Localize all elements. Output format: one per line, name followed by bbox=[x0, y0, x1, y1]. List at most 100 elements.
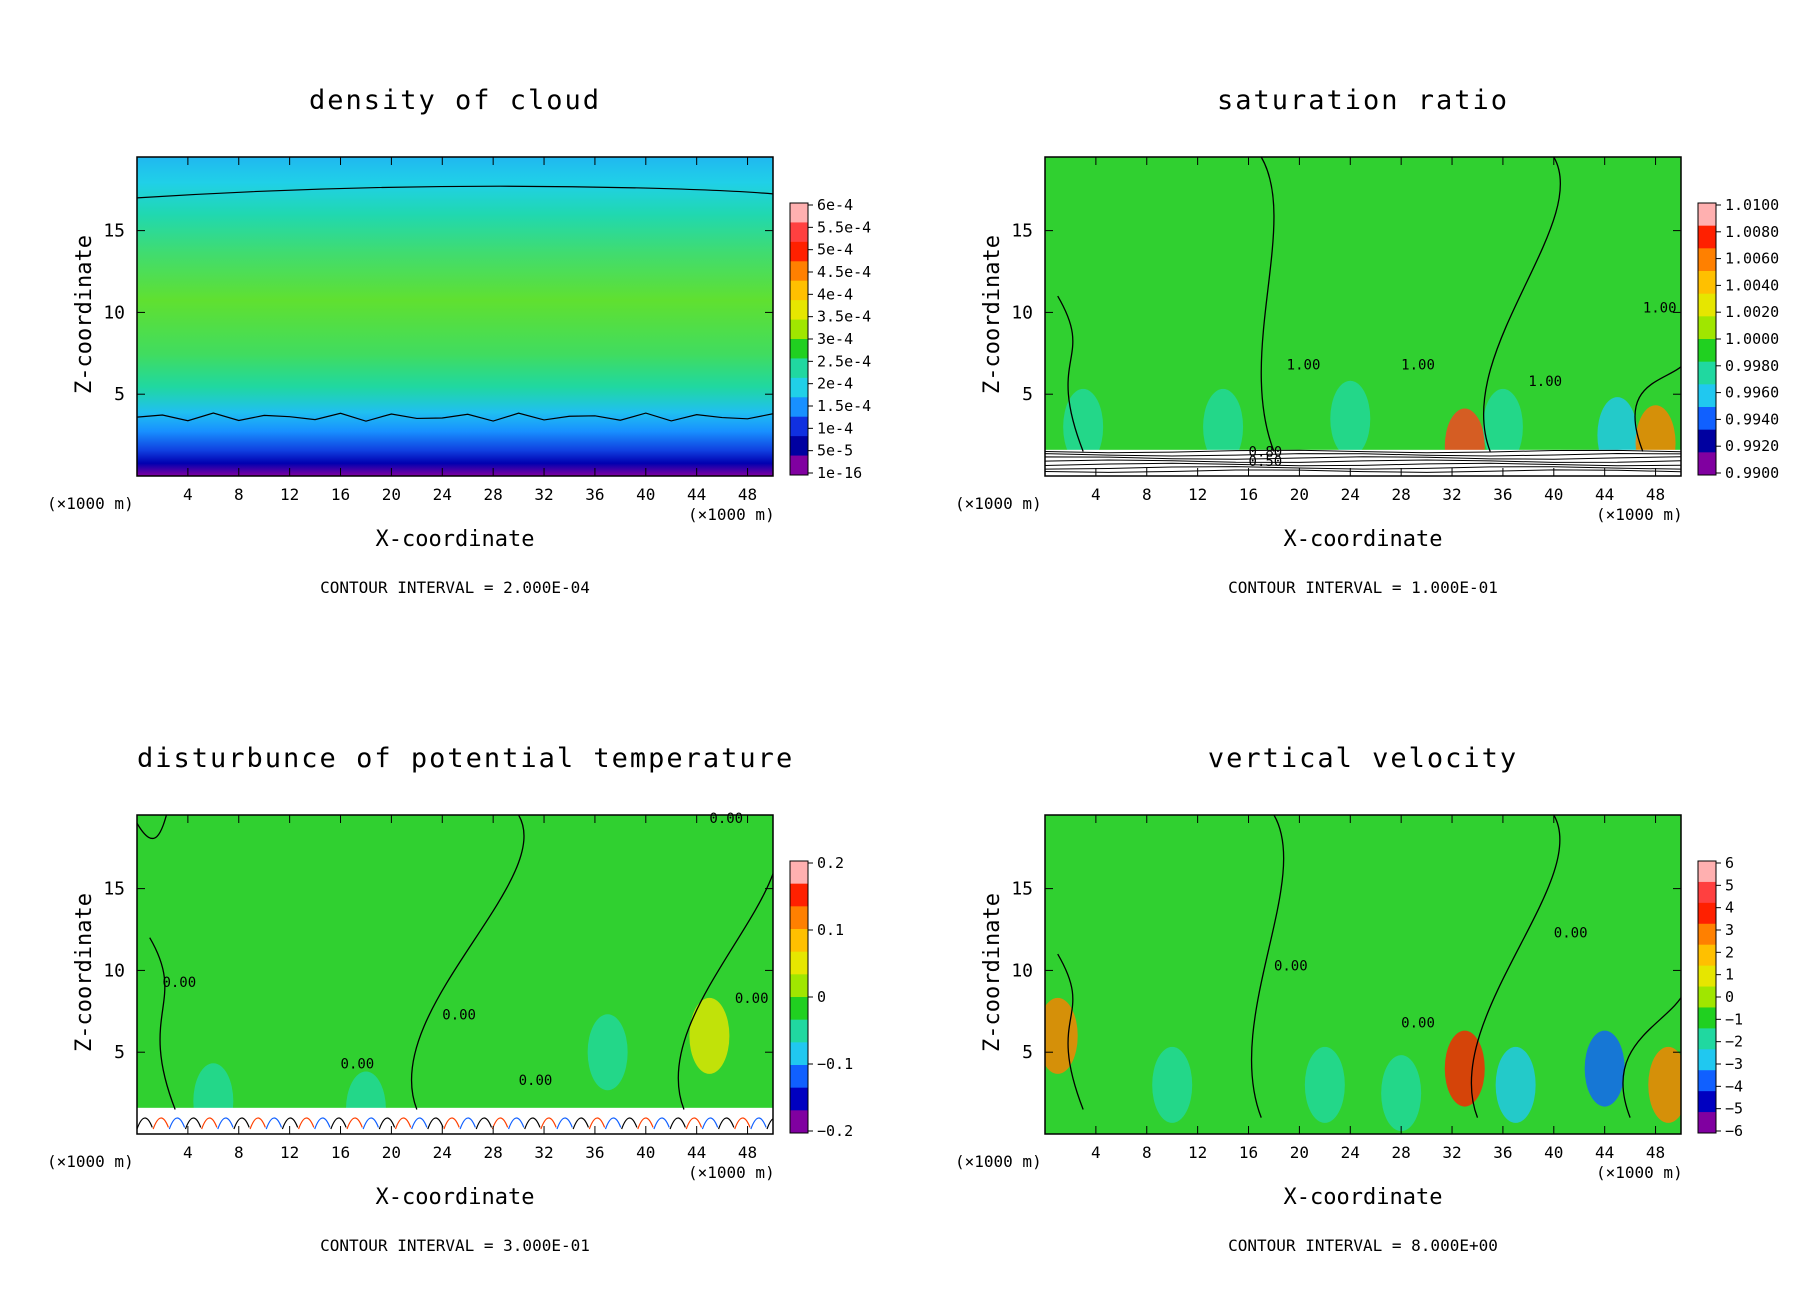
contour-interval: CONTOUR INTERVAL = 2.000E-04 bbox=[320, 578, 590, 597]
contour-line bbox=[265, 1117, 283, 1130]
contour-line bbox=[411, 1117, 428, 1130]
colorbar-swatch bbox=[1698, 1049, 1716, 1071]
x-tick-label: 24 bbox=[433, 1143, 452, 1162]
colorbar-swatch bbox=[790, 951, 808, 975]
x-unit-right: (×1000 m) bbox=[688, 505, 775, 524]
plot-frame bbox=[136, 814, 774, 1135]
y-tick-label: 10 bbox=[103, 960, 125, 981]
contour-line bbox=[677, 823, 773, 1110]
x-tick-label: 4 bbox=[1091, 1143, 1101, 1162]
x-axis-label: X-coordinate bbox=[375, 527, 535, 552]
colorbar-swatch bbox=[1698, 361, 1716, 385]
colorbar-label: −2 bbox=[1725, 1033, 1743, 1051]
plot-area: 1.00 1.001.001.000.800.504 8 12 16 20 24 28 32 36… bbox=[1011, 156, 1682, 504]
x-unit-right: (×1000 m) bbox=[1596, 505, 1683, 524]
colorbar-swatch bbox=[790, 319, 808, 340]
chart-panel: disturbunce of potential temperature 0.00… bbox=[0, 658, 900, 1298]
contour-label: 1.00 bbox=[1401, 358, 1435, 374]
contour-label: 1.00 bbox=[1643, 300, 1677, 316]
contour-line bbox=[669, 1117, 686, 1130]
colorbar-label: 4 bbox=[1725, 899, 1734, 917]
contour-line bbox=[137, 412, 773, 422]
contour-line bbox=[524, 1117, 541, 1130]
x-tick-label: 16 bbox=[331, 485, 350, 504]
colorbar-label: 1.0000 bbox=[1725, 330, 1779, 348]
colorbar: 6e-4 5.5e-4 5e-4 4.5e-4 4e-4 3.5e-4 3e-4 2.5e-4… bbox=[789, 196, 871, 482]
y-tick-label: 15 bbox=[103, 879, 125, 900]
x-tick-label: 32 bbox=[1442, 1143, 1461, 1162]
contour-line bbox=[1470, 815, 1561, 1118]
colorbar-label: −4 bbox=[1725, 1077, 1743, 1095]
field-band bbox=[137, 1107, 773, 1134]
colorbar: 1.0100 1.0080 1.0060 1.0040 1.0020 1.0000 0.99… bbox=[1697, 196, 1779, 482]
contour-label: 0.00 bbox=[1554, 926, 1588, 942]
contour-interval: CONTOUR INTERVAL = 3.000E-01 bbox=[320, 1236, 590, 1255]
plot-area: 0.000.000.000.000.000.004 8 12 16 20 24 28 32 36… bbox=[103, 811, 774, 1162]
contour-label: 0.00 bbox=[162, 975, 196, 991]
x-tick-label: 20 bbox=[1290, 485, 1309, 504]
colorbar-swatch bbox=[790, 416, 808, 437]
x-tick-label: 44 bbox=[687, 1143, 706, 1162]
colorbar-swatch bbox=[790, 339, 808, 359]
contour-line bbox=[475, 1117, 493, 1130]
x-tick-label: 4 bbox=[183, 485, 193, 504]
contour-line bbox=[217, 1117, 234, 1130]
x-tick-label: 12 bbox=[1188, 485, 1207, 504]
x-tick-label: 36 bbox=[585, 1143, 604, 1162]
y-tick-label: 5 bbox=[1022, 1042, 1033, 1063]
x-tick-label: 36 bbox=[1493, 485, 1512, 504]
colorbar-label: 2.5e-4 bbox=[817, 352, 871, 370]
colorbar-label: 6 bbox=[1725, 854, 1734, 872]
x-unit-right: (×1000 m) bbox=[688, 1163, 775, 1182]
contour-line bbox=[152, 1117, 169, 1130]
x-tick-label: 8 bbox=[1142, 485, 1152, 504]
colorbar-label: −5 bbox=[1725, 1100, 1743, 1118]
x-tick-label: 48 bbox=[1646, 1143, 1665, 1162]
contour-line bbox=[149, 937, 176, 1110]
colorbar-swatch bbox=[790, 1042, 808, 1066]
colorbar-swatch bbox=[790, 1019, 808, 1043]
x-tick-label: 4 bbox=[183, 1143, 193, 1162]
field-blob bbox=[1482, 388, 1523, 465]
x-tick-label: 48 bbox=[738, 485, 757, 504]
contour-label: 0.00 bbox=[1401, 1016, 1435, 1032]
contour-line bbox=[1483, 157, 1561, 452]
contour-line bbox=[314, 1117, 331, 1130]
contour-line bbox=[572, 1117, 589, 1130]
colorbar-label: 3.5e-4 bbox=[817, 308, 871, 326]
contour-line bbox=[201, 1117, 218, 1130]
colorbar-label: 0.9940 bbox=[1725, 410, 1779, 428]
field-blob bbox=[1648, 1046, 1681, 1123]
x-tick-label: 40 bbox=[636, 1143, 655, 1162]
y-tick-label: 15 bbox=[1011, 221, 1033, 242]
contour-label: 0.00 bbox=[1274, 958, 1308, 974]
contour-line bbox=[1057, 953, 1084, 1110]
colorbar-swatch bbox=[1698, 316, 1716, 340]
contour-line bbox=[604, 1117, 622, 1130]
contour-line bbox=[168, 1117, 186, 1130]
contour-label: 0.00 bbox=[735, 991, 769, 1007]
colorbar-label: 0 bbox=[1725, 988, 1734, 1006]
contour-line bbox=[556, 1117, 573, 1130]
contour-line bbox=[734, 1117, 751, 1130]
contour-line bbox=[507, 1117, 525, 1130]
colorbar-label: −0.1 bbox=[817, 1055, 853, 1073]
contour-label: 0.00 bbox=[709, 811, 743, 827]
field-blob bbox=[1444, 1030, 1485, 1107]
colorbar-label: 5 bbox=[1725, 876, 1734, 894]
y-tick-label: 10 bbox=[103, 302, 125, 323]
colorbar-swatch bbox=[790, 997, 808, 1021]
contour-line bbox=[137, 185, 773, 215]
y-tick-label: 5 bbox=[114, 384, 125, 405]
field-blob bbox=[1584, 1030, 1625, 1107]
colorbar-swatch bbox=[1698, 1070, 1716, 1092]
colorbar-label: 1.0100 bbox=[1725, 196, 1779, 214]
x-tick-label: 32 bbox=[534, 1143, 553, 1162]
colorbar-label: 3 bbox=[1725, 921, 1734, 939]
chart-svg: 0.000.000.004 8 12 16 20 24 28 32 36 40 44 48510156… bbox=[1011, 814, 1743, 1162]
colorbar-swatch bbox=[1698, 407, 1716, 431]
x-tick-label: 40 bbox=[1544, 1143, 1563, 1162]
colorbar: 6 5 4 3 2 1 0 −1 −2 −3 −4 −5 −6 bbox=[1697, 854, 1743, 1140]
field-fill bbox=[137, 157, 773, 476]
contour-line bbox=[766, 1118, 773, 1130]
